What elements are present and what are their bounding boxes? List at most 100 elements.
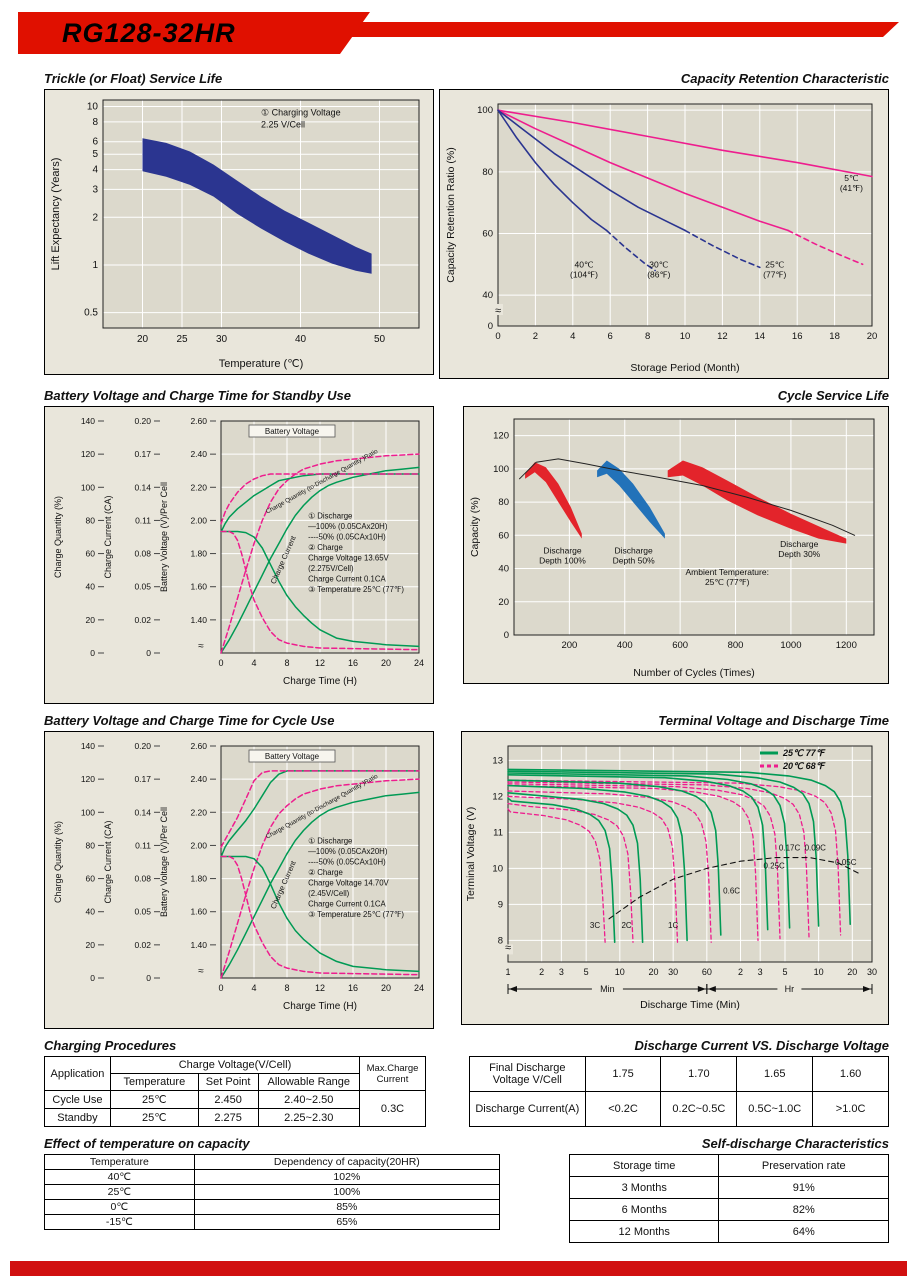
section-title-charging-procedures: Charging Procedures — [44, 1038, 177, 1053]
svg-text:20: 20 — [867, 331, 878, 342]
temperature-capacity-table: Temperature Dependency of capacity(20HR)… — [44, 1154, 501, 1230]
table-cell: 100% — [193, 1184, 501, 1200]
svg-text:Charge Current (CA): Charge Current (CA) — [103, 495, 113, 578]
cycle_charge-chart-svg: 0 4 8 12 16 20 24 0 20 40 60 80 100 120 140 0 0.02 0.05 0.… — [53, 741, 424, 1012]
table-row: 25℃ 100% — [44, 1184, 501, 1200]
svg-text:2C: 2C — [621, 921, 631, 930]
svg-text:Hr: Hr — [785, 984, 795, 994]
svg-text:4: 4 — [251, 983, 256, 993]
table-row: Final Discharge Voltage V/Cell 1.75 1.70… — [469, 1056, 889, 1092]
charts-row-3: Battery Voltage and Charge Time for Cycl… — [0, 711, 917, 1029]
table-cell: Cycle Use — [44, 1090, 111, 1109]
svg-text:20: 20 — [381, 658, 391, 668]
table-row: 12 Months 64% — [568, 1220, 889, 1243]
table-row: 6 Months 82% — [568, 1198, 889, 1221]
table-cell: 102% — [193, 1169, 501, 1185]
standby-charge-chart: 0 4 8 12 16 20 24 0 20 40 60 80 100 120 140 0 0.02 0.05 0.… — [44, 406, 434, 704]
footer-bar — [10, 1261, 907, 1276]
svg-text:1C: 1C — [668, 921, 678, 930]
svg-text:18: 18 — [829, 331, 840, 342]
header-banner: RG128-32HR — [18, 10, 899, 62]
svg-text:25℃ 77℉: 25℃ 77℉ — [782, 748, 826, 758]
table-header-cell: Preservation rate — [718, 1154, 889, 1177]
svg-text:4: 4 — [570, 331, 575, 342]
svg-text:0.20: 0.20 — [134, 741, 151, 751]
svg-text:0.17: 0.17 — [134, 774, 151, 784]
svg-text:2.60: 2.60 — [190, 741, 207, 751]
svg-text:60: 60 — [86, 549, 96, 559]
svg-text:60: 60 — [498, 530, 509, 541]
svg-text:2.20: 2.20 — [190, 807, 207, 817]
svg-text:30℃(86℉): 30℃ (86℉) — [647, 259, 670, 279]
svg-text:20: 20 — [847, 967, 857, 977]
svg-text:Lift Expectancy (Years): Lift Expectancy (Years) — [50, 158, 62, 271]
svg-text:0.11: 0.11 — [135, 515, 151, 525]
table-cell: 25℃ — [109, 1090, 199, 1109]
svg-text:0.5: 0.5 — [84, 308, 98, 319]
svg-text:12: 12 — [315, 658, 325, 668]
svg-text:20: 20 — [648, 967, 658, 977]
table-cell: 91% — [718, 1176, 889, 1199]
svg-text:0: 0 — [218, 658, 223, 668]
svg-text:140: 140 — [81, 416, 95, 426]
svg-text:1.40: 1.40 — [190, 940, 207, 950]
svg-text:1: 1 — [92, 260, 98, 271]
svg-text:20: 20 — [137, 334, 149, 345]
table-cell: 3 Months — [568, 1176, 720, 1199]
svg-text:0.02: 0.02 — [134, 940, 151, 950]
table-row: Discharge Current(A) <0.2C 0.2C~0.5C 0.5… — [469, 1091, 889, 1127]
svg-text:Battery Voltage: Battery Voltage — [265, 427, 320, 436]
capacity-retention-chart: 0 2 4 6 8 10 12 14 16 18 20 100 80 60 40 0 ≈40℃ (104℉) 30℃… — [439, 89, 889, 379]
svg-text:≈: ≈ — [495, 305, 501, 317]
standby-chart-svg: 0 4 8 12 16 20 24 0 20 40 60 80 100 120 140 0 0.02 0.05 0.… — [53, 416, 424, 687]
table-row: Storage time Preservation rate — [568, 1154, 889, 1177]
svg-text:140: 140 — [81, 741, 95, 751]
svg-text:100: 100 — [493, 464, 509, 475]
svg-text:2.20: 2.20 — [190, 482, 207, 492]
svg-text:20: 20 — [498, 597, 509, 608]
svg-text:0: 0 — [90, 973, 95, 983]
svg-text:0.20: 0.20 — [134, 416, 151, 426]
table-cell: 2.450 — [197, 1090, 259, 1109]
svg-text:120: 120 — [81, 774, 95, 784]
svg-text:0.09C: 0.09C — [805, 843, 827, 852]
svg-text:100: 100 — [81, 807, 95, 817]
svg-text:2: 2 — [738, 967, 743, 977]
section-title-temp-capacity: Effect of temperature on capacity — [44, 1136, 250, 1151]
table-header-cell: Set Point — [197, 1073, 259, 1091]
table-row: Standby 25℃ 2.275 2.25~2.30 — [44, 1108, 426, 1127]
table-row: Temperature Dependency of capacity(20HR) — [44, 1154, 501, 1170]
svg-text:① Discharge—100% (0.05CAx20H)-: ① Discharge —100% (0.05CAx20H) ----50% (0.… — [308, 836, 404, 919]
svg-text:24: 24 — [414, 658, 424, 668]
svg-text:80: 80 — [482, 167, 493, 178]
table-row: Cycle Use 25℃ 2.450 2.40~2.50 0.3C — [44, 1090, 426, 1127]
svg-text:Battery Voltage (V)/Per Cell: Battery Voltage (V)/Per Cell — [159, 807, 169, 917]
table-cell: 64% — [718, 1220, 889, 1243]
table-row: 0℃ 85% — [44, 1199, 501, 1215]
svg-text:40℃(104℉): 40℃ (104℉) — [570, 259, 598, 279]
svg-text:100: 100 — [477, 105, 493, 116]
svg-text:8: 8 — [498, 935, 503, 946]
section-title-self-discharge: Self-discharge Characteristics — [701, 1136, 889, 1151]
table-row: 3 Months 91% — [568, 1176, 889, 1199]
table-cell: 82% — [718, 1198, 889, 1221]
svg-text:2.40: 2.40 — [190, 449, 207, 459]
table-cell: 0.5C~1.0C — [736, 1091, 814, 1127]
table-header-cell: Storage time — [568, 1154, 720, 1177]
svg-text:12: 12 — [492, 791, 503, 802]
table-cell: 40℃ — [44, 1169, 195, 1185]
svg-text:40: 40 — [498, 564, 509, 575]
svg-text:16: 16 — [792, 331, 803, 342]
charts-row-1: Trickle (or Float) Service Life 20 25 30 40… — [0, 69, 917, 379]
svg-text:2.60: 2.60 — [190, 416, 207, 426]
svg-text:0.02: 0.02 — [134, 615, 151, 625]
table-header-cell: Application — [44, 1056, 111, 1091]
svg-text:30: 30 — [867, 967, 877, 977]
cycle-service-life-chart: 200 400 600 800 1000 1200 0 20 40 60 80 100 120 Disch… — [463, 406, 889, 684]
table-row: Application Charge Voltage(V/Cell) Max.C… — [44, 1056, 426, 1091]
svg-text:0: 0 — [146, 973, 151, 983]
